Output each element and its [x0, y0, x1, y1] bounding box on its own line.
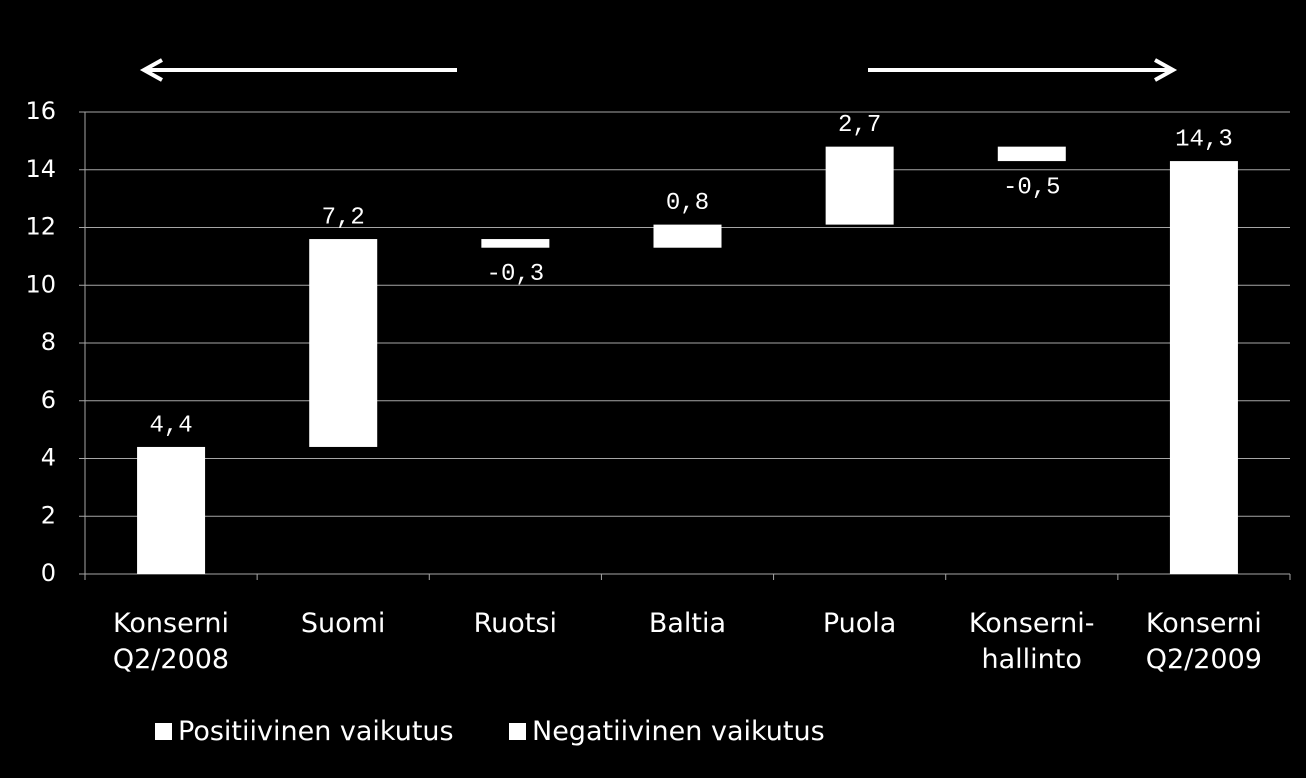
x-tick-label: Ruotsi	[473, 608, 557, 639]
x-tick-label: Puola	[822, 608, 897, 639]
bar	[653, 224, 722, 248]
arrows	[139, 58, 1178, 82]
bar	[1169, 161, 1238, 574]
value-label: 2,7	[838, 112, 881, 139]
value-label: -0,3	[487, 261, 545, 288]
y-tick-label: 6	[41, 386, 56, 414]
y-tick-label: 4	[41, 444, 56, 472]
y-tick-label: 14	[25, 155, 56, 183]
bar	[825, 146, 894, 225]
value-label: 14,3	[1175, 126, 1233, 153]
value-label: 0,8	[666, 190, 709, 217]
legend-label: Positiivinen vaikutus	[178, 716, 454, 747]
legend-entry: Positiivinen vaikutus	[155, 716, 454, 747]
bar	[997, 146, 1066, 162]
y-tick-label: 12	[25, 213, 56, 241]
value-label: 7,2	[322, 204, 365, 231]
x-tick-label: Konserni Q2/2009	[1145, 608, 1262, 675]
bar	[481, 239, 550, 248]
x-tick-label: Baltia	[648, 608, 727, 639]
value-label: -0,5	[1003, 174, 1061, 201]
y-tick-label: 2	[41, 501, 56, 529]
legend-entry: Negatiivinen vaikutus	[509, 716, 825, 747]
legend-swatch	[509, 723, 526, 740]
y-tick-label: 8	[41, 328, 56, 356]
x-tick-label: Konserni- hallinto	[968, 608, 1095, 675]
legend-swatch	[155, 723, 172, 740]
x-tick-label: Suomi	[300, 608, 386, 639]
arrow-left-head	[139, 58, 163, 82]
bar	[137, 446, 206, 574]
y-tick-label: 10	[25, 270, 56, 298]
legend-label: Negatiivinen vaikutus	[532, 716, 825, 747]
bar	[309, 239, 378, 447]
arrow-right-head	[1154, 58, 1178, 82]
value-label: 4,4	[149, 412, 192, 439]
x-tick-label: Konserni Q2/2008	[112, 608, 230, 675]
y-tick-label: 16	[25, 97, 56, 125]
y-tick-label: 0	[41, 559, 56, 587]
